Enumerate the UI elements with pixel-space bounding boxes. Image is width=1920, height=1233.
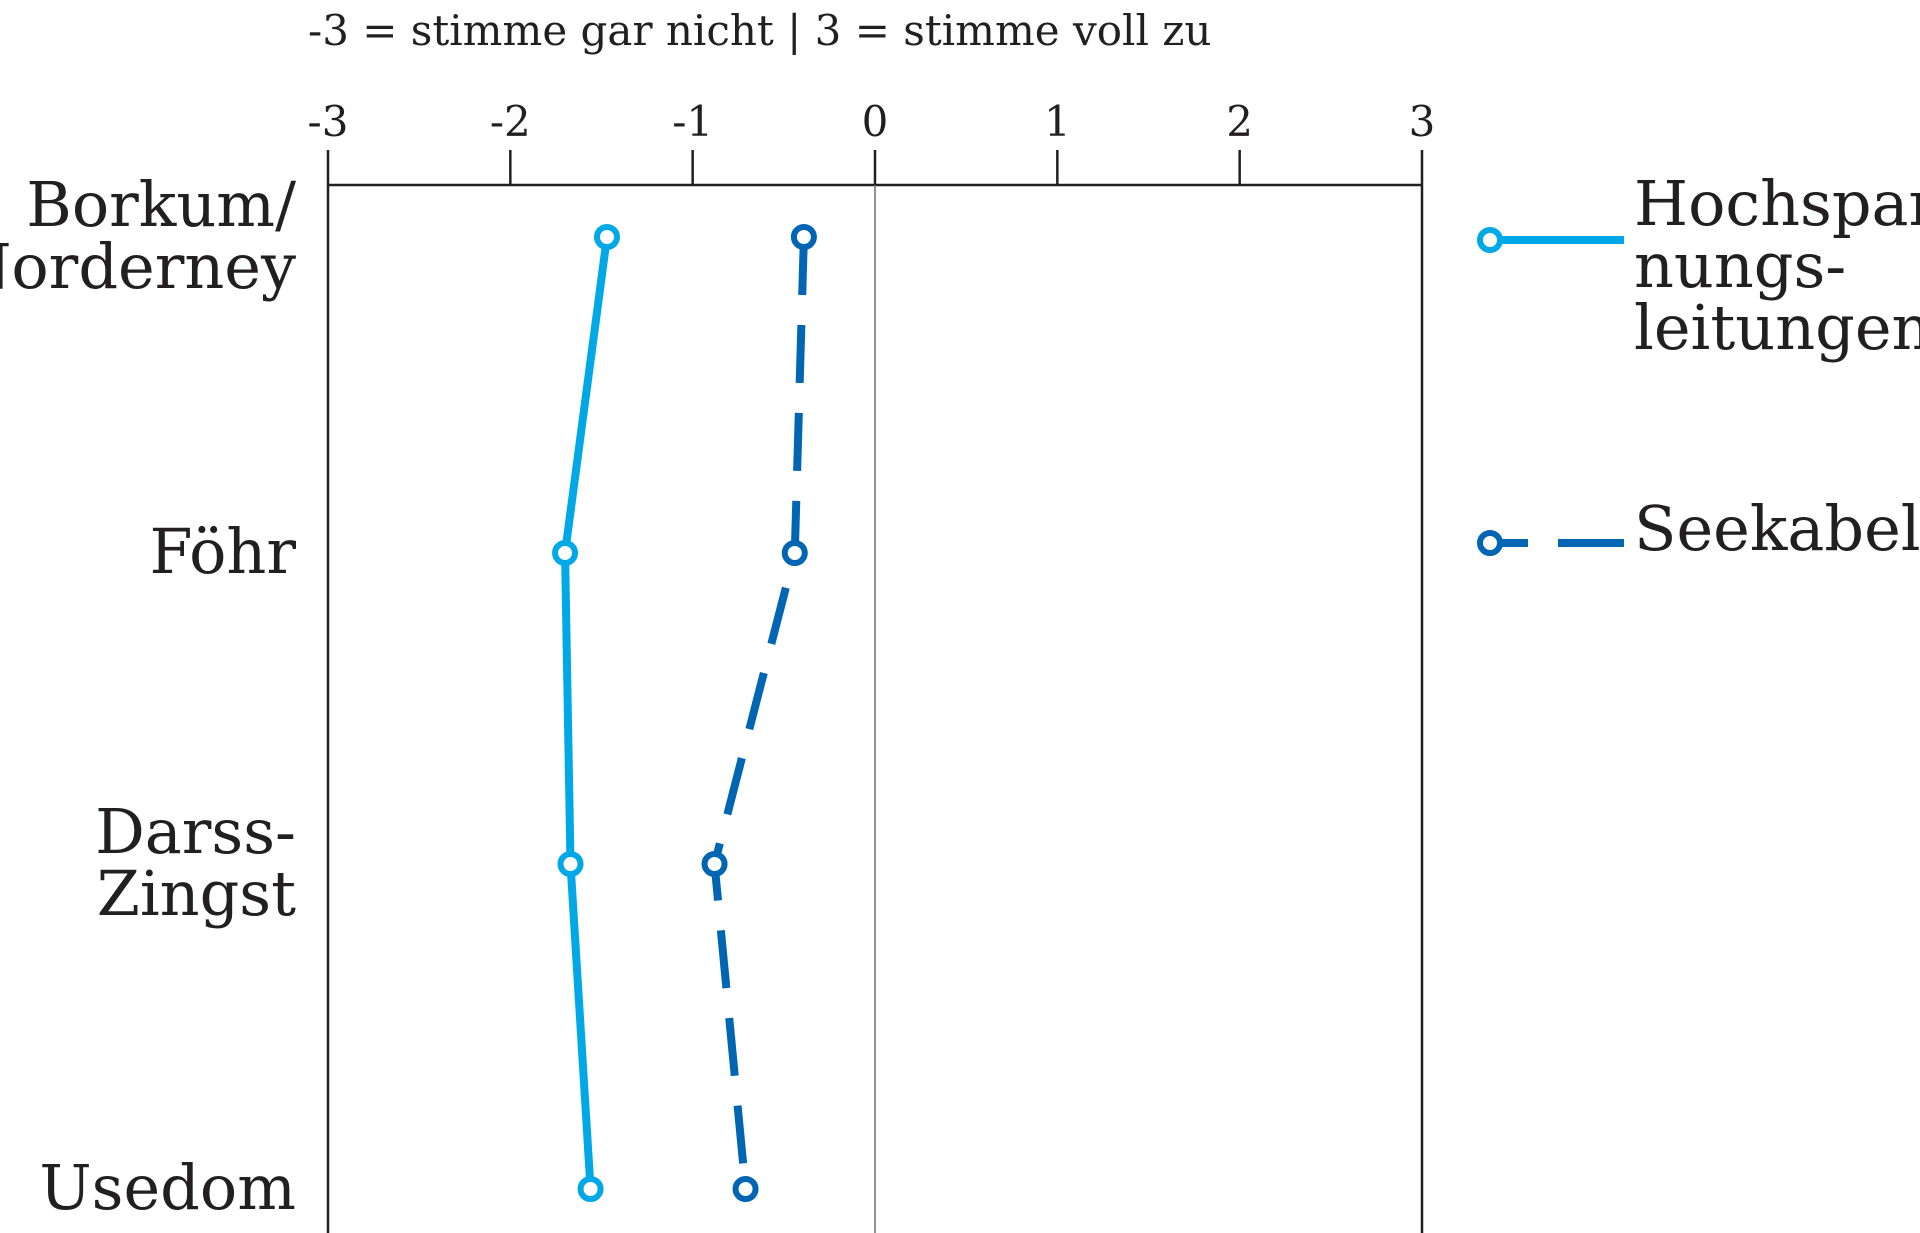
series-point [577,1176,604,1202]
x-tick-label: 0 [862,97,889,146]
category-label: Darss- [95,795,296,868]
series-point [781,540,808,566]
category-label: Norderney [0,230,296,303]
category-label: Zingst [97,857,296,930]
series-line [710,236,808,1190]
legend-label: leitungen [1634,291,1920,364]
x-tick-label: -2 [490,97,531,146]
x-tick-label: 2 [1226,97,1253,146]
series-point [557,851,584,877]
legend-label: Seekabel [1634,492,1920,565]
x-tick-label: 1 [1044,97,1071,146]
series-point [552,540,579,566]
series-point [790,224,817,250]
legend-marker [1477,530,1503,556]
legend-marker [1477,227,1503,253]
category-labels: Borkum/Norderney Föhr Darss-Zingst Usedom [0,168,296,1224]
x-tick-label: -1 [672,97,713,146]
x-tick-label: 3 [1409,97,1436,146]
series [552,224,817,1202]
category-label: Usedom [39,1151,296,1224]
series-point [593,224,620,250]
category-label: Borkum/ [26,168,296,241]
scale-note: -3 = stimme gar nicht | 3 = stimme voll … [308,6,1211,55]
x-tick-label: -3 [308,97,349,146]
category-label: Föhr [149,515,296,588]
legend-label: nungs- [1634,229,1846,302]
x-axis: -3 -2 -1 0 1 2 3 [308,97,1436,1233]
series-point [732,1176,759,1202]
series-line [561,236,611,1190]
series-point [701,851,728,877]
